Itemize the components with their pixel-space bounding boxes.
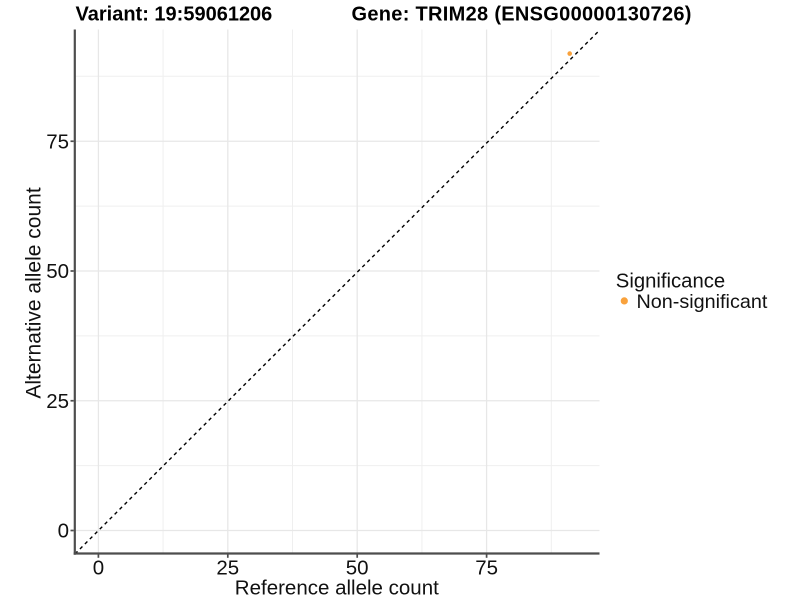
svg-text:Significance: Significance bbox=[616, 271, 725, 293]
svg-text:Non-significant: Non-significant bbox=[637, 291, 768, 313]
svg-text:Reference allele count: Reference allele count bbox=[235, 577, 439, 600]
svg-text:75: 75 bbox=[475, 557, 498, 580]
svg-text:0: 0 bbox=[93, 557, 104, 580]
svg-text:75: 75 bbox=[46, 130, 69, 153]
svg-text:50: 50 bbox=[46, 260, 69, 283]
svg-text:Variant: 19:59061206: Variant: 19:59061206 bbox=[76, 4, 273, 26]
svg-text:50: 50 bbox=[346, 557, 369, 580]
svg-text:25: 25 bbox=[46, 390, 69, 413]
svg-text:0: 0 bbox=[58, 520, 69, 543]
svg-text:Gene: TRIM28 (ENSG00000130726): Gene: TRIM28 (ENSG00000130726) bbox=[352, 4, 692, 26]
svg-text:25: 25 bbox=[216, 557, 239, 580]
svg-text:Alternative allele count: Alternative allele count bbox=[23, 187, 46, 398]
